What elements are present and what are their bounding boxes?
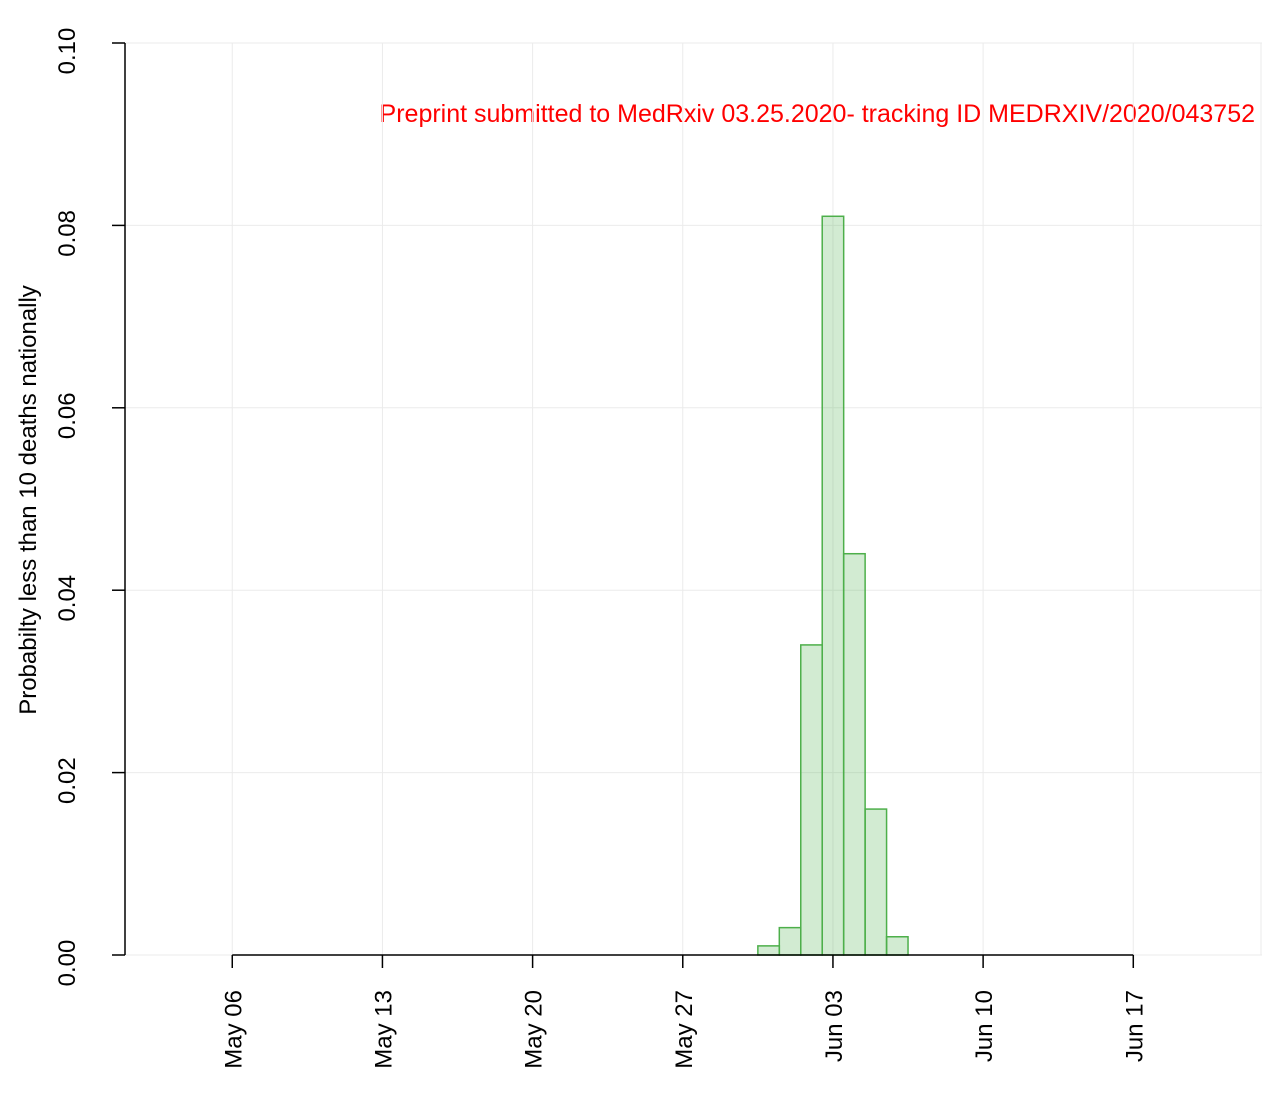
bars [757,215,909,956]
y-axis-label: Probabilty less than 10 deaths nationall… [15,285,42,715]
y-tick-label: 0.08 [54,210,81,257]
y-tick-label: 0.04 [54,575,81,622]
x-tick-label: Jun 03 [821,990,848,1062]
bar [800,644,823,956]
grid [125,42,1262,956]
bar [864,808,888,956]
bar [885,936,909,956]
y-tick-label: 0.10 [54,28,81,75]
axes: 0.00 0.02 0.04 0.06 0.08 0.10 May 06 May 13 May … [54,28,1148,1069]
y-tick-label: 0.06 [54,392,81,439]
x-tick-label: Jun 10 [971,990,998,1062]
y-tick-label: 0.00 [54,940,81,987]
y-tick-label: 0.02 [54,757,81,804]
x-tick-label: May 20 [521,990,548,1069]
x-tick-label: May 06 [220,990,247,1069]
x-tick-label: May 13 [370,990,397,1069]
x-tick-label: May 27 [671,990,698,1069]
bar [757,945,781,956]
x-tick-label: Jun 17 [1121,990,1148,1062]
bar [778,926,802,956]
bar [842,552,866,956]
bar [821,215,845,956]
annotation: Preprint submitted to MedRxiv 03.25.2020… [380,100,1255,128]
